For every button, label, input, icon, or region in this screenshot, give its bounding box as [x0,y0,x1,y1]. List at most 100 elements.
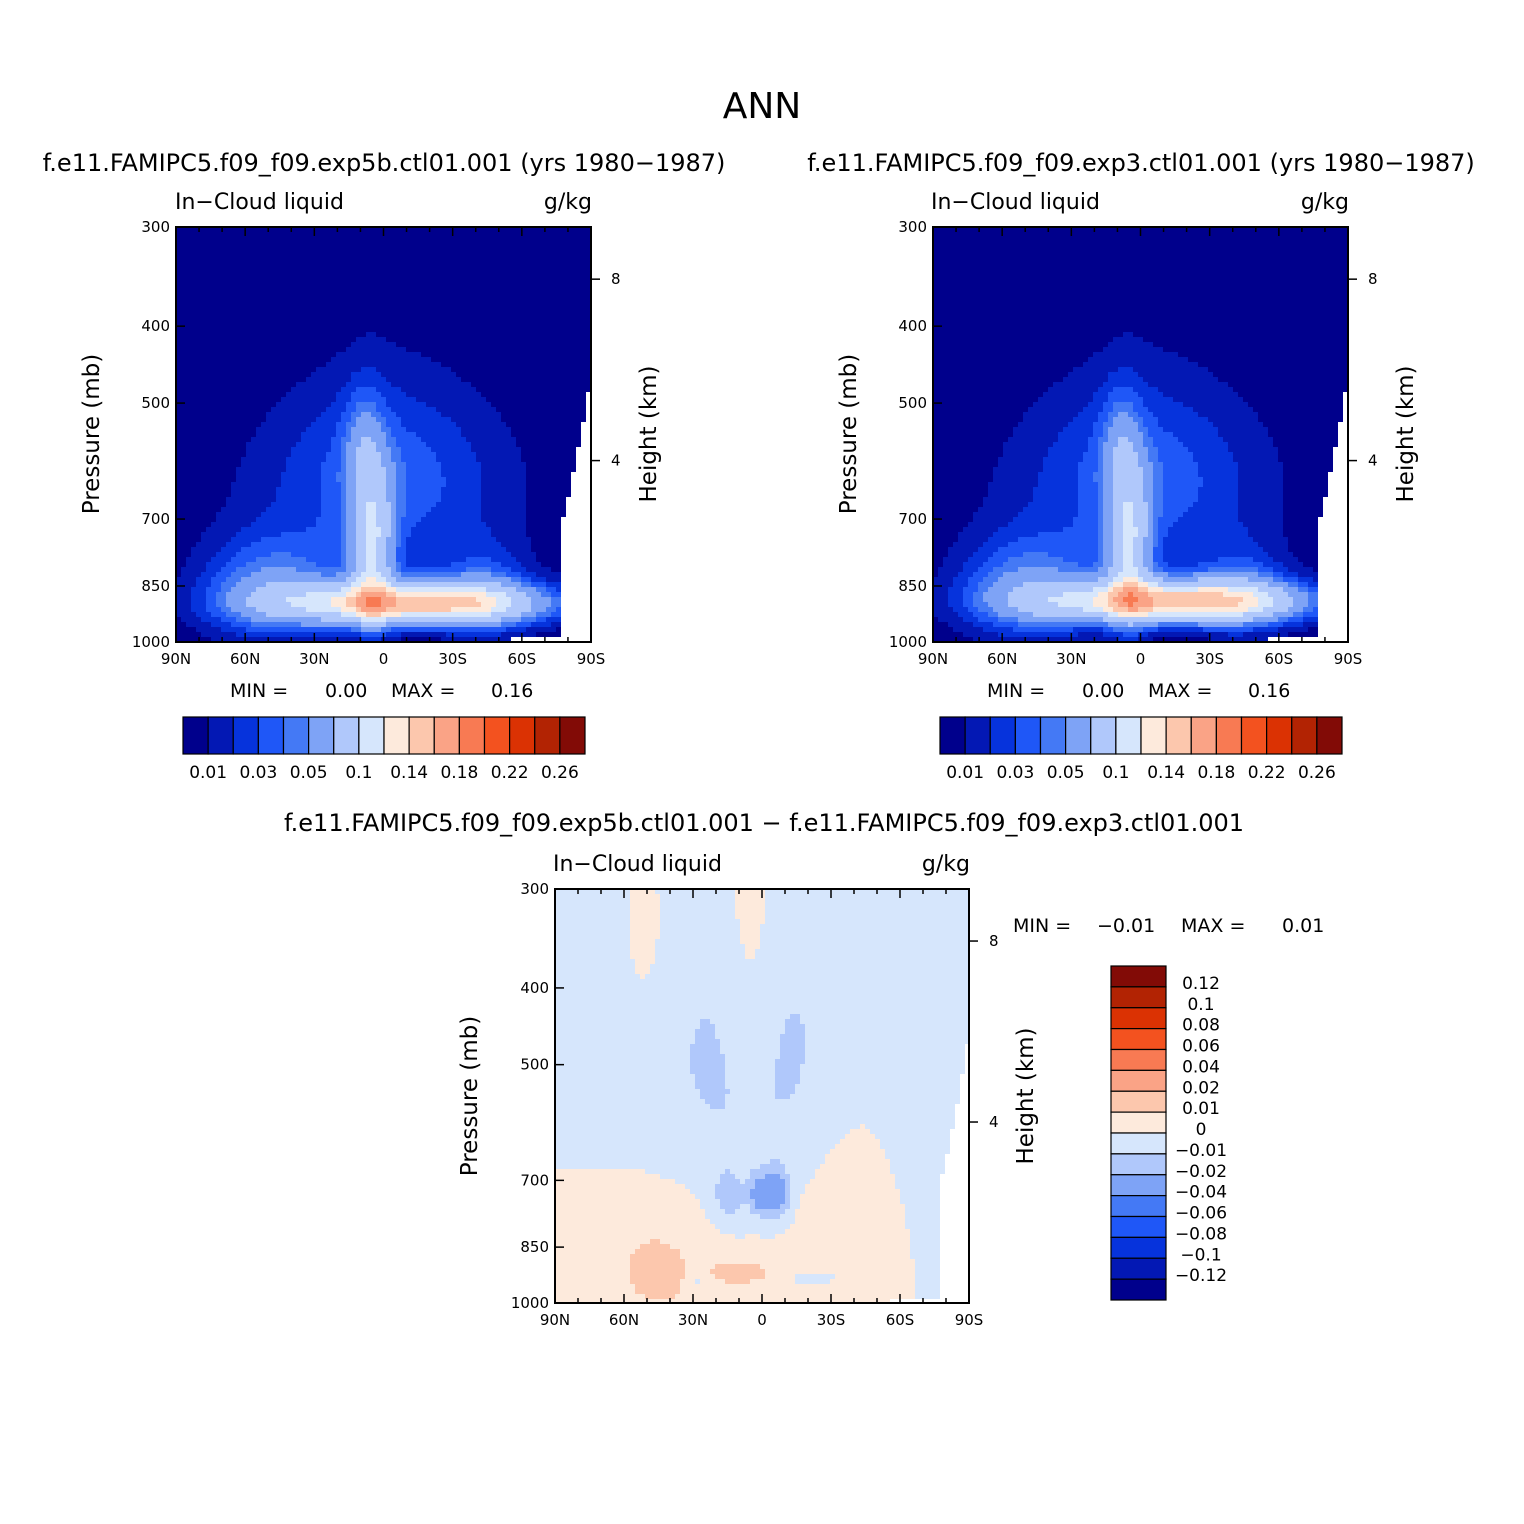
contour-cell [571,307,577,313]
contour-cell [341,352,347,358]
contour-cell [311,477,317,483]
contour-cell [431,372,437,378]
contour-cell [301,432,307,438]
contour-cell [346,432,352,438]
contour-cell [341,232,347,238]
contour-cell [521,437,527,443]
contour-cell [401,292,407,298]
contour-cell [586,402,591,408]
contour-cell [286,372,292,378]
contour-cell [306,407,312,413]
contour-cell [521,477,527,483]
contour-cell [536,502,542,508]
contour-cell [296,312,302,318]
contour-cell [216,457,222,463]
contour-cell [231,262,237,268]
contour-cell [386,512,392,518]
contour-cell [336,342,342,348]
contour-cell [421,437,427,443]
contour-cell [326,227,332,233]
contour-cell [511,347,517,353]
contour-cell [261,237,267,243]
contour-cell [481,452,487,458]
contour-cell [276,507,282,513]
contour-cell [321,232,327,238]
contour-cell [226,467,232,473]
contour-cell [386,477,392,483]
contour-cell [446,387,452,393]
contour-cell [256,442,262,448]
contour-cell [581,337,587,343]
contour-cell [546,337,552,343]
contour-cell [346,507,352,513]
contour-cell [386,337,392,343]
contour-cell [476,427,482,433]
contour-cell [441,252,447,258]
contour-cell [471,352,477,358]
contour-cell [296,297,302,303]
contour-cell [326,377,332,383]
contour-cell [301,247,307,253]
contour-cell [371,312,377,318]
contour-cell [406,507,412,513]
contour-cell [476,347,482,353]
contour-cell [501,482,507,488]
contour-cell [276,477,282,483]
contour-cell [356,447,362,453]
contour-cell [301,382,307,388]
contour-cell [271,372,277,378]
contour-cell [261,392,267,398]
contour-cell [516,507,522,513]
contour-cell [421,327,427,333]
contour-cell [266,307,272,313]
contour-cell [311,372,317,378]
contour-cell [301,417,307,423]
contour-cell [286,462,292,468]
contour-cell [281,362,287,368]
contour-cell [486,377,492,383]
contour-cell [321,262,327,268]
contour-cell [326,427,332,433]
contour-cell [371,257,377,263]
contour-cell [521,427,527,433]
contour-cell [296,337,302,343]
contour-cell [196,502,202,508]
contour-cell [331,372,337,378]
contour-cell [276,512,282,518]
contour-cell [476,397,482,403]
contour-cell [506,517,512,523]
contour-cell [176,327,182,333]
contour-cell [561,452,567,458]
contour-cell [526,407,532,413]
contour-cell [351,252,357,258]
contour-cell [266,312,272,318]
contour-cell [446,237,452,243]
contour-cell [301,522,307,528]
contour-cell [531,382,537,388]
contour-cell [536,477,542,483]
contour-cell [201,227,207,233]
contour-cell [301,337,307,343]
contour-cell [316,412,322,418]
contour-cell [396,492,402,498]
contour-cell [231,402,237,408]
contour-cell [491,232,497,238]
contour-cell [376,472,382,478]
contour-cell [271,282,277,288]
contour-cell [276,267,282,273]
contour-cell [311,457,317,463]
contour-cell [511,357,517,363]
contour-cell [516,242,522,248]
contour-cell [261,467,267,473]
contour-cell [541,467,547,473]
contour-cell [551,297,557,303]
contour-cell [206,412,212,418]
contour-cell [266,277,272,283]
contour-cell [511,482,517,488]
contour-cell [431,277,437,283]
contour-cell [441,382,447,388]
contour-cell [531,487,537,493]
contour-cell [496,507,502,513]
contour-cell [561,242,567,248]
contour-cell [396,312,402,318]
